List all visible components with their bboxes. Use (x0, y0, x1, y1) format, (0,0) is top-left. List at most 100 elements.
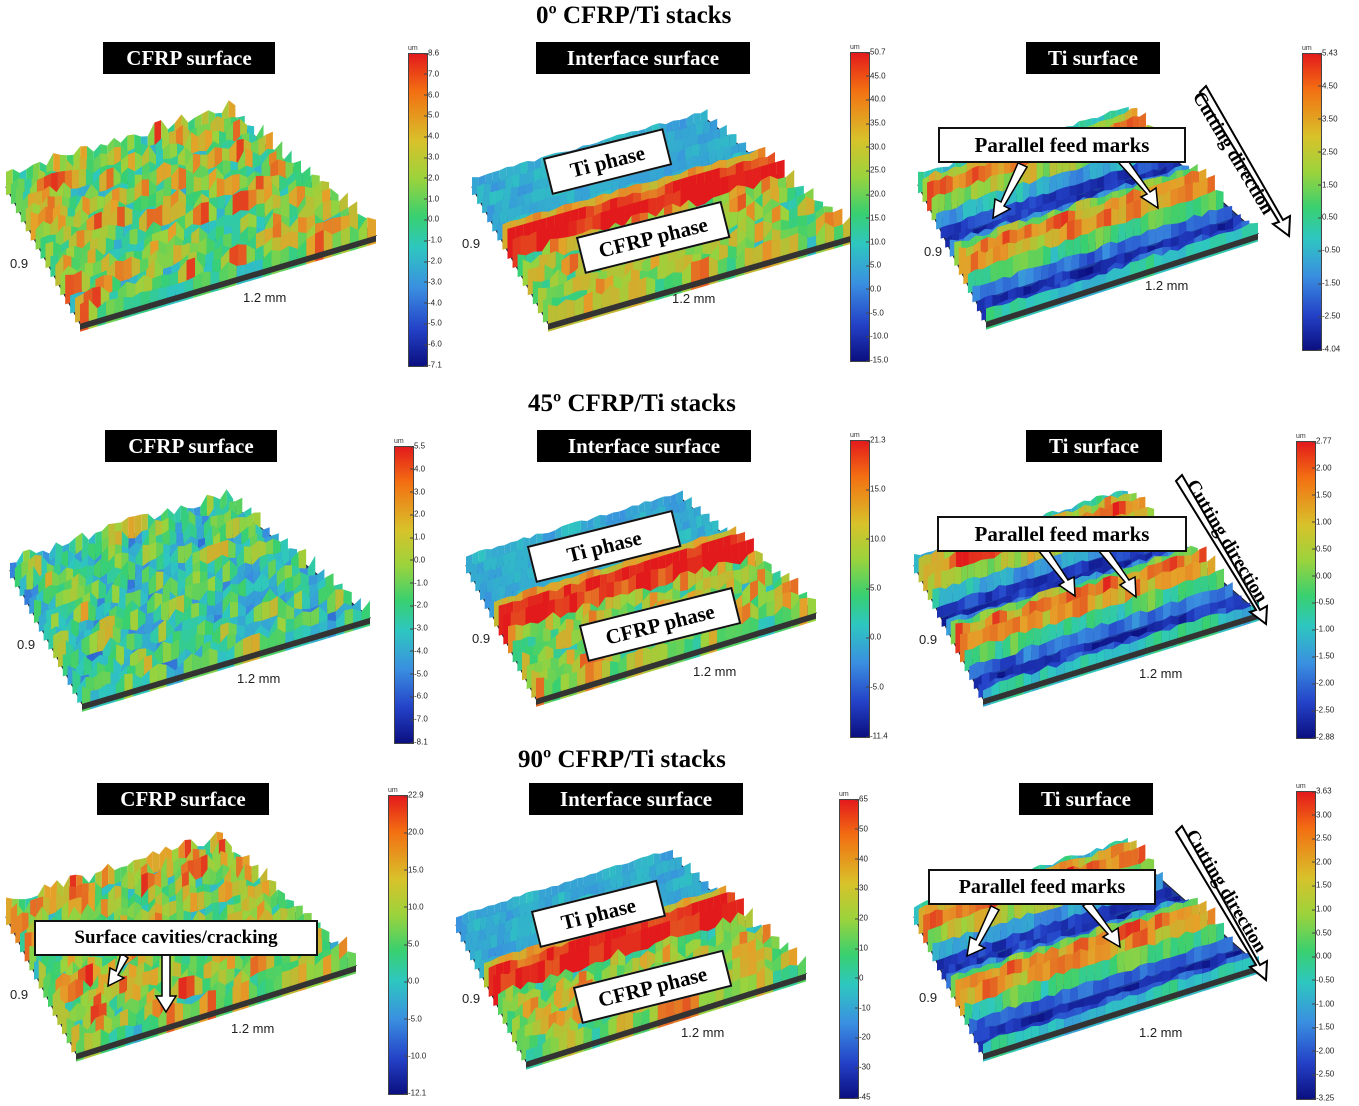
surface-facet (982, 264, 991, 289)
surface-facet (1115, 632, 1124, 645)
colorbar-tick-label: -6.0 (424, 339, 442, 349)
surface-facet (974, 211, 982, 228)
surface-facet (1046, 274, 1055, 289)
surface-facet (1064, 255, 1072, 273)
colorbar-tick-label: 4.0 (423, 131, 440, 141)
colorbar-tick-label: 25.0 (866, 165, 886, 175)
surface-facet (1020, 565, 1028, 582)
surface-facet (1076, 182, 1084, 196)
surface-facet (1201, 944, 1210, 961)
surface-facet (1093, 622, 1101, 642)
surface-facet (1048, 972, 1057, 999)
surface-facet (1048, 262, 1057, 278)
surface-facet (1020, 912, 1028, 934)
surface-facet (1041, 264, 1049, 281)
surface-facet (128, 516, 135, 544)
x-axis-label: 1.2 mm (237, 671, 281, 686)
surface-facet (1000, 922, 1007, 941)
surface-edge (82, 617, 370, 710)
colorbar-unit: um (850, 44, 860, 51)
surface-facet (89, 631, 98, 659)
surface-facet (1163, 957, 1171, 973)
panel-label-cfrp-surface: CFRP surface (105, 430, 277, 462)
surface-facet (1047, 908, 1055, 926)
surface-facet (992, 1011, 1001, 1027)
surface-facet (1088, 228, 1096, 255)
surface-facet (1069, 632, 1078, 649)
surface-facet (1068, 563, 1075, 578)
surface-facet (971, 592, 979, 608)
surface-facet (1031, 280, 1040, 294)
x-axis-label: 1.2 mm (693, 664, 737, 679)
surface-facet (1040, 910, 1048, 928)
surface-facet (1061, 917, 1069, 932)
surface-facet (1069, 185, 1077, 198)
colorbar-tick-label: 3.0 (423, 152, 440, 162)
surface-facet (1029, 196, 1036, 211)
surface-facet (1036, 1012, 1045, 1024)
surface-facet (1007, 1006, 1016, 1023)
y-axis-label: 0.9 (919, 990, 938, 1005)
surface-facet (987, 280, 996, 298)
surface-facet (1075, 913, 1082, 928)
surface-facet (1063, 185, 1070, 200)
surface-facet (1028, 659, 1037, 672)
surface-facet (1063, 616, 1072, 641)
colorbar-tick-label: 7.0 (423, 69, 440, 79)
surface-facet (1014, 548, 1021, 574)
panel-label-interface-surface: Interface surface (537, 430, 751, 462)
surface-facet (1085, 980, 1094, 998)
surface-facet (1002, 634, 1011, 660)
colorbar-tick-label: 40.0 (866, 94, 886, 104)
surface-facet (1100, 622, 1109, 640)
surface-facet (1025, 980, 1034, 1006)
colorbar-tick-label: 0.50 (1318, 212, 1338, 222)
colorbar-tick-label: -10.0 (865, 331, 889, 341)
surface-facet (200, 494, 207, 523)
surface-facet (1043, 245, 1051, 270)
surface-facet (1155, 939, 1163, 965)
row-title-45deg: 45º CFRP/Ti stacks (528, 390, 736, 417)
surface-facet (1079, 253, 1087, 268)
x-axis-label: 1.2 mm (681, 1025, 725, 1040)
surface-facet (1054, 906, 1062, 924)
surface-facet (992, 584, 1000, 601)
surface-facet (1040, 624, 1049, 648)
surface-facet (1091, 993, 1100, 1006)
surface-facet (1035, 245, 1044, 272)
surface-facet (1042, 193, 1050, 206)
surface-facet (1054, 271, 1063, 287)
colorbar-tick-label: 45.0 (866, 71, 886, 81)
surface-facet (1062, 634, 1070, 652)
surface-facet (995, 991, 1003, 1016)
surface-facet (962, 199, 970, 222)
surface-facet (1139, 610, 1148, 628)
surface-plot-cfrp-45deg (9, 489, 372, 712)
surface-facet (1069, 985, 1078, 1003)
colorbar-tick-label: 0.0 (865, 284, 882, 294)
surface-facet (981, 672, 990, 687)
x-axis-label: 1.2 mm (1139, 666, 1183, 681)
surface-facet (1077, 981, 1086, 1000)
surface-facet (982, 192, 990, 215)
surface-facet (1108, 621, 1117, 637)
surface-facet (964, 649, 973, 672)
surface-facet (1025, 267, 1034, 286)
colorbar-tick-label: -4.0 (424, 298, 442, 308)
surface-facet (1116, 252, 1125, 267)
surface-facet (1140, 229, 1149, 249)
surface-facet (951, 187, 958, 215)
x-axis-label: 1.2 mm (672, 291, 716, 306)
surface-facet (1031, 1000, 1039, 1015)
surface-facet (1125, 236, 1133, 253)
surface-facet (1155, 959, 1164, 976)
surface-facet (1015, 287, 1024, 299)
surface-facet (1021, 1016, 1029, 1029)
surface-facet (1062, 989, 1070, 1005)
surface-facet (1178, 201, 1186, 226)
surface-facet (1140, 944, 1148, 970)
surface-facet (1006, 933, 1013, 949)
colorbar-unit: um (408, 45, 418, 52)
surface-facet (945, 937, 953, 958)
colorbar-tick-label: -1.0 (424, 235, 442, 245)
